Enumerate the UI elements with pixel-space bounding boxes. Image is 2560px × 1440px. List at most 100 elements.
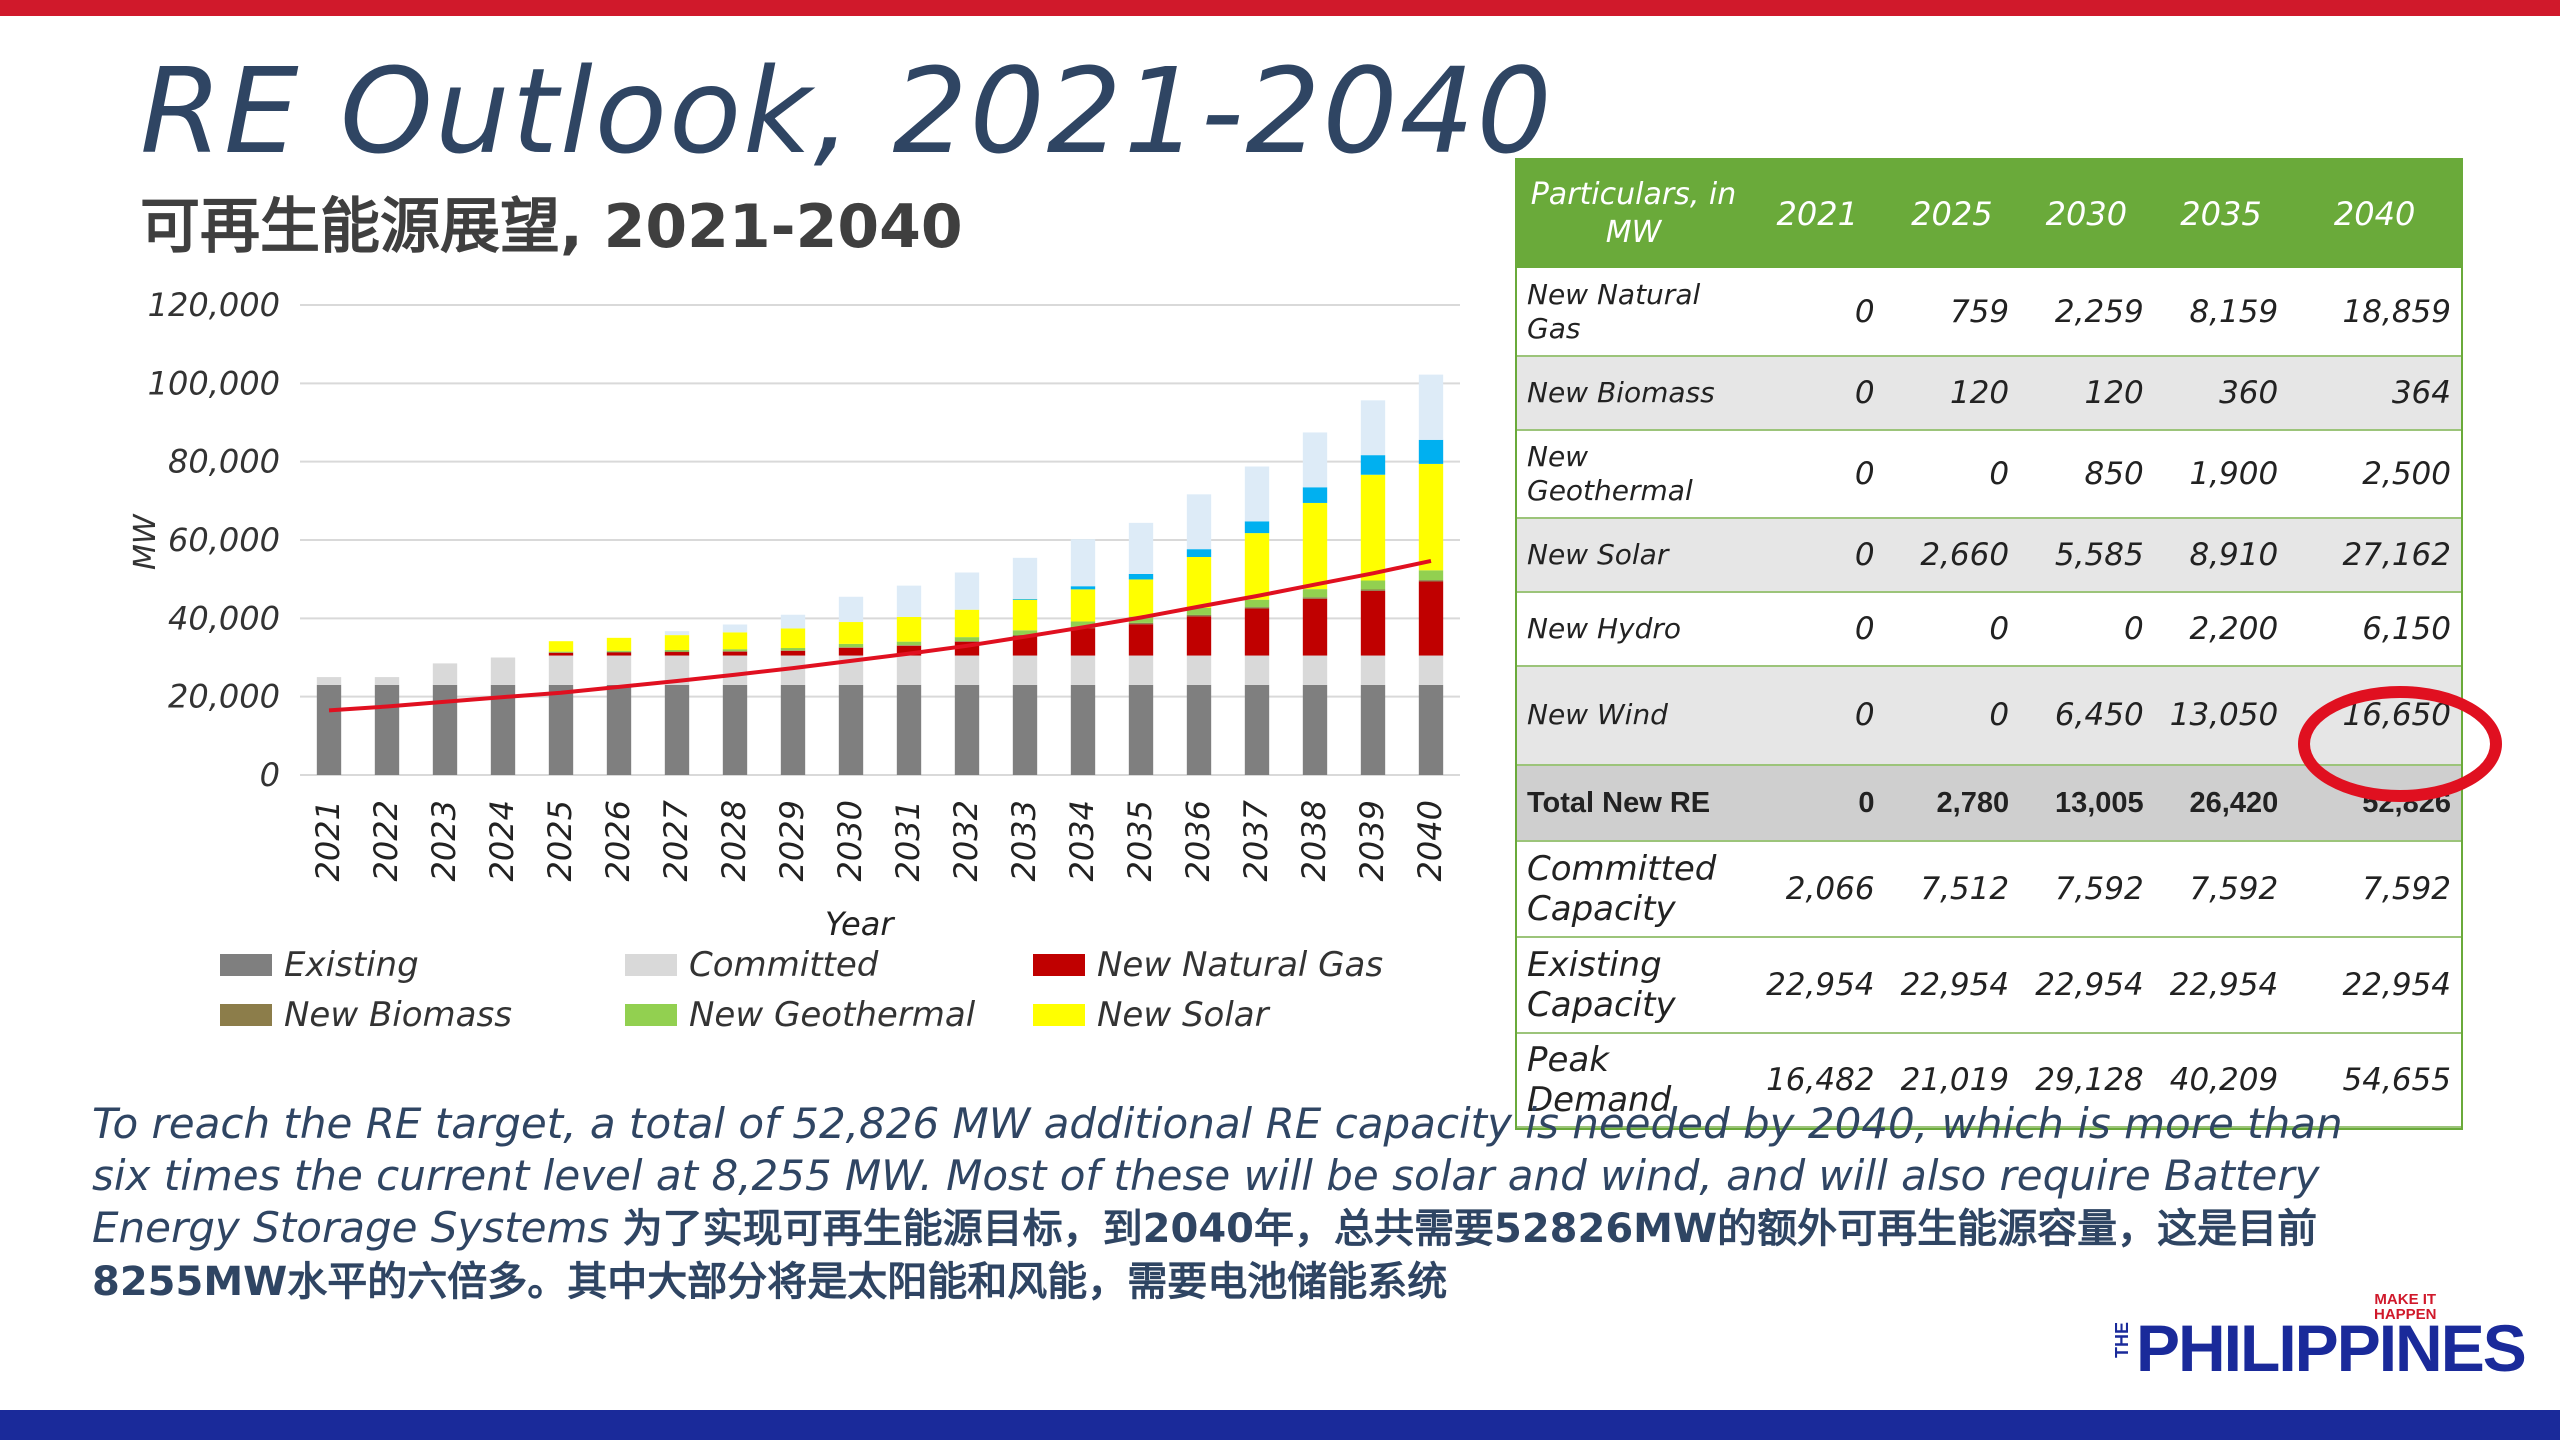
- bar-new-solar-2032: [954, 609, 980, 638]
- table-cell: 5,585: [2019, 518, 2154, 594]
- bar-new-geothermal-2027: [664, 649, 690, 652]
- table-row: Peak Demand 16,482 21,019 29,128 40,209 …: [1517, 1032, 2461, 1129]
- x-axis-label: Year: [825, 905, 895, 943]
- bar-new-geothermal-2029: [780, 648, 806, 651]
- x-tick-label: 2025: [541, 800, 579, 881]
- bar-new-solar-2034: [1070, 589, 1096, 622]
- table-cell: 7,592: [2288, 840, 2461, 938]
- bar-new-geothermal-2028: [722, 649, 748, 652]
- bar-existing-2024: [490, 684, 516, 775]
- bar-new-geothermal-2032: [954, 637, 980, 642]
- table-header-2030: 2030: [2019, 160, 2154, 268]
- bar-new-biomass-2032: [954, 641, 980, 642]
- table-cell: 2,259: [2019, 268, 2154, 358]
- row-label: New Hydro: [1517, 592, 1750, 668]
- bar-new-wind-2036: [1186, 494, 1212, 550]
- bar-committed-2039: [1360, 655, 1386, 685]
- bar-new-solar-2037: [1244, 533, 1270, 600]
- legend-label: Existing: [284, 945, 419, 985]
- page-subtitle: 可再生能源展望, 2021-2040: [140, 192, 963, 262]
- table-cell: 1,900: [2153, 430, 2289, 520]
- bar-new-wind-2029: [780, 614, 806, 629]
- bar-new-solar-2035: [1128, 579, 1154, 617]
- table-row: New Hydro 0 0 0 2,200 6,150: [1517, 592, 2461, 668]
- logo-the: THE: [2112, 1322, 2132, 1358]
- bar-new-natural-gas-2034: [1070, 628, 1096, 656]
- table-header-particulars: Particulars, in MW: [1517, 160, 1750, 268]
- bar-new-wind-2040: [1418, 374, 1444, 440]
- bottom-accent-bar: [0, 1410, 2560, 1440]
- bar-new-solar-2026: [606, 637, 632, 651]
- table-row: Committed Capacity 2,066 7,512 7,592 7,5…: [1517, 840, 2461, 938]
- x-tick-label: 2030: [831, 800, 869, 881]
- x-tick-label: 2024: [483, 800, 521, 881]
- table-cell: 22,954: [2019, 936, 2154, 1034]
- table-cell: 0: [1749, 518, 1885, 594]
- legend-swatch: [220, 1004, 272, 1026]
- table-cell: 120: [2019, 356, 2154, 432]
- bar-new-hydro-2038: [1302, 487, 1328, 503]
- bar-new-geothermal-2036: [1186, 607, 1212, 615]
- x-tick-label: 2023: [425, 800, 463, 881]
- table-cell: 29,128: [2019, 1032, 2154, 1129]
- bar-new-natural-gas-2031: [896, 645, 922, 656]
- chart-legend: Existing Committed New Natural Gas New B…: [220, 945, 1520, 1045]
- x-tick-label: 2026: [599, 800, 637, 881]
- table-cell: 0: [1884, 666, 2020, 766]
- table-cell: 120: [1884, 356, 2020, 432]
- table-cell: 6,450: [2019, 666, 2154, 766]
- highlight-circle: [2298, 686, 2502, 802]
- bar-existing-2036: [1186, 684, 1212, 775]
- table-cell: 0: [1749, 430, 1885, 520]
- bar-new-geothermal-2025: [548, 651, 574, 653]
- page-title: RE Outlook, 2021-2040: [140, 42, 1554, 180]
- top-accent-bar: [0, 0, 2560, 16]
- table-cell: 27,162: [2288, 518, 2461, 594]
- row-label: Committed Capacity: [1517, 840, 1750, 938]
- bar-new-biomass-2038: [1302, 597, 1328, 599]
- table-cell: 26,420: [2153, 764, 2289, 842]
- x-tick-label: 2031: [889, 800, 927, 881]
- legend-label: New Geothermal: [689, 995, 976, 1035]
- bar-existing-2037: [1244, 684, 1270, 775]
- x-tick-label: 2039: [1353, 800, 1391, 881]
- y-tick-label: 20,000: [168, 678, 280, 716]
- bar-new-hydro-2036: [1186, 549, 1212, 557]
- table-row: New Geothermal 0 0 850 1,900 2,500: [1517, 430, 2461, 520]
- table-cell: 0: [1749, 356, 1885, 432]
- bar-committed-2040: [1418, 655, 1444, 685]
- bar-new-solar-2025: [548, 641, 574, 652]
- table-header-2035: 2035: [2153, 160, 2289, 268]
- x-axis-ticks: 2021 2022 2023 2024 2025 2026 2027 2028 2029 2030…: [309, 799, 1449, 881]
- bar-existing-2035: [1128, 684, 1154, 775]
- row-label: Existing Capacity: [1517, 936, 1750, 1034]
- bar-new-solar-2038: [1302, 502, 1328, 590]
- x-tick-label: 2027: [657, 799, 695, 881]
- table-row: New Solar 0 2,660 5,585 8,910 27,162: [1517, 518, 2461, 594]
- table-cell: 0: [1749, 268, 1885, 358]
- peak-demand-trend-line: [328, 558, 1432, 713]
- legend-item-committed: Committed: [625, 945, 878, 985]
- table-cell: 7,592: [2153, 840, 2289, 938]
- row-label: New Solar: [1517, 518, 1750, 594]
- legend-swatch: [1033, 954, 1085, 976]
- table-row-total: Total New RE 0 2,780 13,005 26,420 52,82…: [1517, 764, 2461, 842]
- bar-existing-2025: [548, 684, 574, 775]
- table-cell: 364: [2288, 356, 2461, 432]
- summary-paragraph: To reach the RE target, a total of 52,82…: [92, 1098, 2392, 1308]
- bar-committed-2024: [490, 657, 516, 685]
- table-cell: 7,512: [1884, 840, 2020, 938]
- bar-new-hydro-2035: [1128, 573, 1154, 580]
- outlook-table: Particulars, in MW 2021 2025 2030 2035 2…: [1515, 158, 2463, 1130]
- bar-new-natural-gas-2033: [1012, 635, 1038, 656]
- x-tick-label: 2037: [1237, 799, 1275, 881]
- bar-committed-2025: [548, 655, 574, 685]
- y-tick-label: 60,000: [168, 521, 280, 559]
- bar-committed-2021: [316, 677, 342, 685]
- bar-new-geothermal-2026: [606, 650, 632, 652]
- bar-new-wind-2028: [722, 624, 748, 633]
- x-tick-label: 2033: [1005, 800, 1043, 881]
- bar-new-natural-gas-2028: [722, 651, 748, 656]
- legend-item-new-solar: New Solar: [1033, 995, 1269, 1035]
- bar-new-wind-2031: [896, 585, 922, 617]
